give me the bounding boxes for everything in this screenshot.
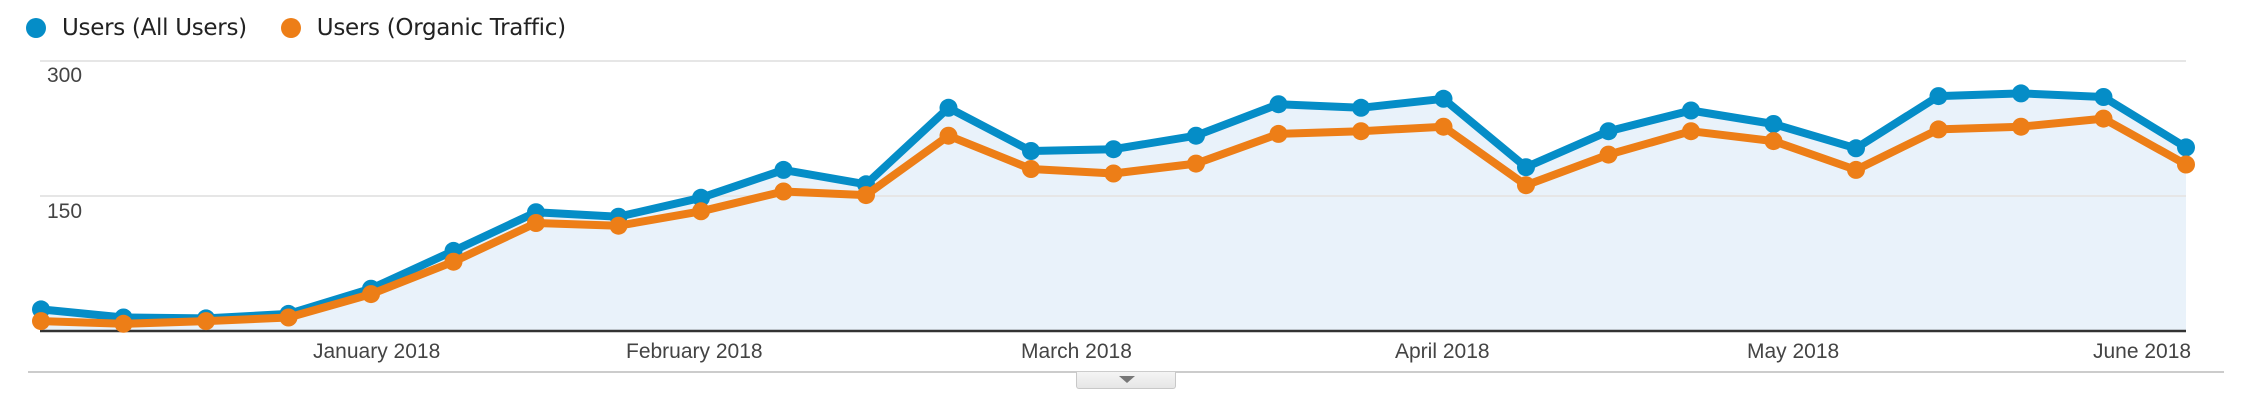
data-point[interactable] (1022, 142, 1040, 160)
data-point[interactable] (939, 126, 958, 145)
data-point[interactable] (1269, 124, 1288, 143)
data-point[interactable] (2012, 117, 2030, 136)
data-point[interactable] (1187, 126, 1205, 145)
data-point[interactable] (1434, 117, 1453, 136)
x-axis-label-february: February 2018 (626, 340, 763, 363)
data-point[interactable] (444, 252, 463, 271)
data-point[interactable] (1682, 101, 1700, 120)
data-point[interactable] (1187, 154, 1205, 173)
legend-label: Users (Organic Traffic) (316, 15, 566, 41)
data-point[interactable] (1599, 145, 1618, 164)
data-point[interactable] (114, 314, 133, 333)
data-point[interactable] (1847, 160, 1865, 179)
data-point[interactable] (197, 312, 215, 331)
data-point[interactable] (774, 160, 793, 179)
data-point[interactable] (939, 98, 958, 117)
data-point[interactable] (2177, 138, 2195, 157)
data-point[interactable] (1847, 139, 1865, 158)
data-point[interactable] (1104, 164, 1123, 183)
data-point[interactable] (692, 188, 710, 207)
data-point[interactable] (2177, 155, 2195, 174)
data-point[interactable] (1022, 160, 1040, 178)
data-point[interactable] (32, 312, 50, 331)
chart-legend: Users (All Users) Users (Organic Traffic… (26, 8, 600, 48)
legend-dot-icon (26, 18, 46, 38)
legend-item-all-users[interactable]: Users (All Users) (26, 15, 247, 41)
data-point[interactable] (2012, 84, 2030, 103)
area-fill (41, 93, 2186, 332)
data-point[interactable] (1929, 87, 1948, 106)
data-point[interactable] (2094, 88, 2113, 106)
data-point[interactable] (1929, 120, 1948, 139)
data-point[interactable] (609, 216, 628, 235)
data-point[interactable] (857, 186, 875, 205)
data-point[interactable] (1764, 115, 1783, 133)
legend-dot-icon (280, 18, 301, 38)
data-point[interactable] (1352, 122, 1370, 141)
x-axis-label-april: April 2018 (1395, 340, 1490, 363)
data-point[interactable] (1682, 122, 1700, 141)
x-axis-label-june: June 2018 (2093, 340, 2192, 363)
legend-label: Users (All Users) (62, 15, 247, 41)
x-axis-label-march: March 2018 (1021, 340, 1132, 363)
data-point[interactable] (2094, 109, 2113, 128)
data-point[interactable] (527, 214, 545, 232)
data-point[interactable] (1517, 176, 1535, 195)
x-axis-label-january: January 2018 (313, 340, 441, 363)
data-point[interactable] (1599, 122, 1618, 141)
data-point[interactable] (279, 308, 298, 327)
data-point[interactable] (1434, 89, 1453, 108)
y-axis-label-300: 300 (47, 64, 83, 87)
chevron-down-icon (1119, 376, 1135, 383)
expand-chart-toggle[interactable] (1076, 372, 1176, 389)
data-point[interactable] (362, 285, 380, 304)
data-point[interactable] (1517, 158, 1535, 177)
data-point[interactable] (774, 182, 793, 201)
data-point[interactable] (1104, 140, 1123, 159)
legend-item-organic-traffic[interactable]: Users (Organic Traffic) (280, 15, 566, 41)
data-point[interactable] (1352, 98, 1370, 117)
data-point[interactable] (1269, 95, 1288, 114)
y-axis-label-150: 150 (47, 200, 83, 223)
data-point[interactable] (692, 202, 710, 221)
x-axis-label-may: May 2018 (1747, 340, 1840, 363)
data-point[interactable] (1764, 132, 1783, 151)
